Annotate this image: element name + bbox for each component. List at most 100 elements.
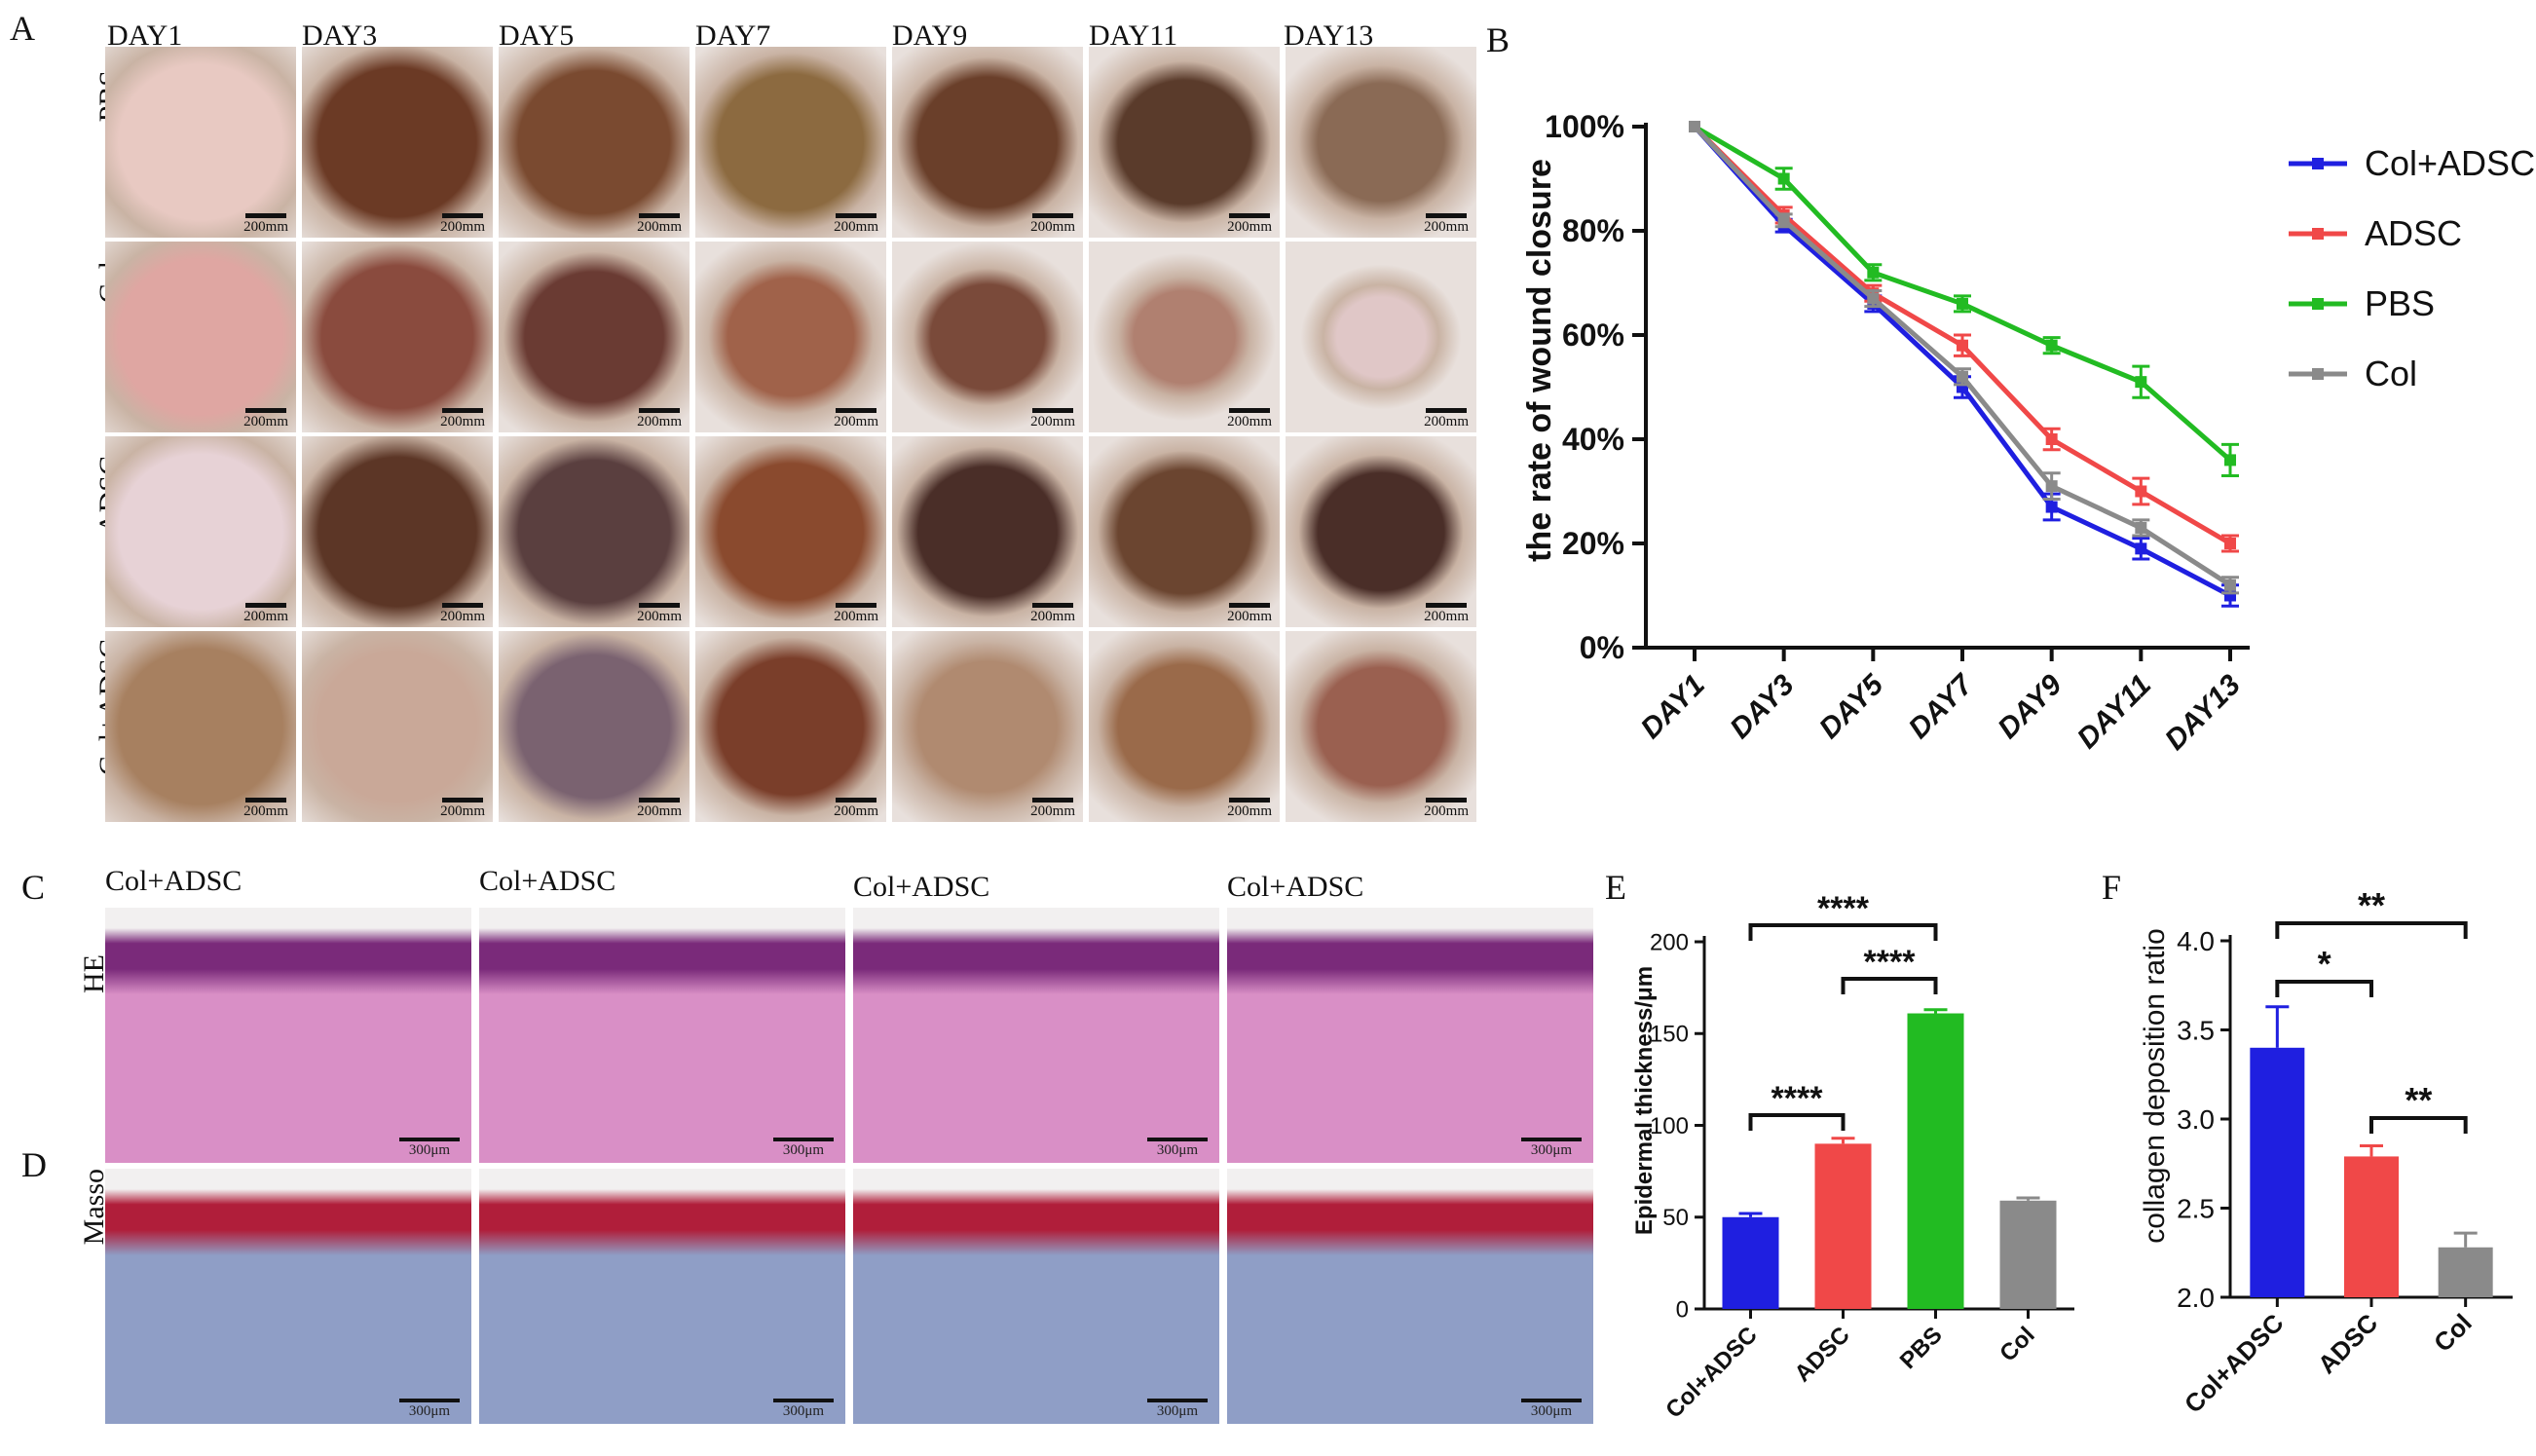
- x-tick-label: DAY1: [1635, 669, 1711, 745]
- he-section: 300μm: [105, 908, 471, 1163]
- significance-bracket: [2369, 1116, 2468, 1134]
- histology-column-label: Col+ADSC: [1227, 871, 1364, 903]
- scale-bar: 200mm: [834, 213, 878, 236]
- histology-grid: Col+ADSC Col+ADSC Col+ADSC Col+ADSC HE M…: [0, 857, 1593, 1441]
- data-point: [2045, 339, 2058, 352]
- wound-photo: 200mm: [499, 242, 690, 432]
- y-tick-label: 0: [1676, 1296, 1689, 1323]
- collagen-deposition-bar-chart: collagen deposition ratio 2.0 2.5 3.0 3.5 4.…: [2139, 885, 2513, 1419]
- bar: [1814, 1143, 1872, 1309]
- wound-photo: 200mm: [1089, 631, 1280, 822]
- scale-bar: 200mm: [834, 603, 878, 625]
- bar: [2344, 1156, 2399, 1297]
- scale-bar: 200mm: [1424, 603, 1469, 625]
- panel-letter-b: B: [1486, 20, 1510, 59]
- wound-photo: 200mm: [892, 631, 1083, 822]
- x-tick-label: Col+ADSC: [1660, 1322, 1762, 1423]
- x-tick-label: DAY13: [2159, 668, 2247, 756]
- wound-closure-line-chart: the rate of wound closure 0% 20% 40% 60% 80%…: [1521, 109, 2535, 757]
- scale-bar: 200mm: [440, 213, 485, 236]
- wound-photo: 200mm: [695, 242, 886, 432]
- panel-letter-c: C: [21, 868, 46, 907]
- day-header: DAY5: [499, 19, 575, 52]
- histology-column-label: Col+ADSC: [479, 865, 616, 897]
- wound-photo: 200mm: [302, 242, 493, 432]
- x-tick-label: Col: [1995, 1322, 2039, 1366]
- y-tick-label: 200: [1650, 929, 1689, 955]
- significance-bracket: [2275, 980, 2373, 997]
- data-point: [2135, 521, 2147, 534]
- data-point: [1777, 214, 1790, 227]
- bar: [2250, 1047, 2305, 1297]
- scale-bar: 300μm: [1147, 1399, 1208, 1420]
- scale-bar: 200mm: [1030, 798, 1075, 820]
- wound-photo: 200mm: [302, 47, 493, 238]
- bar: [1722, 1216, 1779, 1309]
- y-tick-label: 3.5: [2177, 1015, 2215, 1045]
- masson-section: 300μm: [479, 1169, 845, 1424]
- scale-bar: 200mm: [637, 408, 682, 430]
- data-point: [2135, 485, 2147, 498]
- legend-marker: [2312, 158, 2324, 169]
- wound-photo: 200mm: [1286, 47, 1476, 238]
- epidermal-thickness-bar-chart: Epidermal thickness/μm 0 50 100 150 200 Col+A…: [1631, 890, 2074, 1424]
- day-header: DAY7: [695, 19, 771, 52]
- scale-bar: 300μm: [1521, 1399, 1582, 1420]
- y-tick-label: 60%: [1562, 317, 1624, 353]
- significance-stars: ****: [1771, 1080, 1824, 1117]
- y-tick-label: 3.0: [2177, 1104, 2215, 1135]
- data-point: [1957, 339, 1968, 352]
- significance-bracket: [1748, 1113, 1846, 1131]
- scale-bar: 300μm: [399, 1399, 460, 1420]
- wound-photo: 200mm: [695, 47, 886, 238]
- scale-bar: 200mm: [1030, 603, 1075, 625]
- x-tick-label: ADSC: [1790, 1322, 1855, 1387]
- significance-stars: *: [2318, 944, 2331, 984]
- wound-photo: 200mm: [892, 242, 1083, 432]
- x-tick-label: PBS: [1895, 1322, 1948, 1374]
- he-section: 300μm: [479, 908, 845, 1163]
- data-point: [1867, 266, 1880, 279]
- data-point: [2045, 433, 2058, 445]
- histology-column-label: Col+ADSC: [105, 865, 242, 897]
- scale-bar: 200mm: [1227, 798, 1272, 820]
- scale-bar: 200mm: [1030, 213, 1075, 236]
- panel-letter-d: D: [21, 1145, 47, 1184]
- series-line: [1693, 125, 2232, 598]
- scale-bar: 200mm: [243, 798, 288, 820]
- wound-photo: 200mm: [892, 47, 1083, 238]
- y-tick-label: 150: [1650, 1022, 1689, 1048]
- day-header: DAY1: [107, 19, 183, 52]
- y-axis-label: collagen deposition ratio: [2139, 928, 2171, 1244]
- significance-stars: ****: [1817, 890, 1870, 927]
- bar: [1999, 1200, 2057, 1309]
- data-point: [2045, 501, 2058, 513]
- series-line: [1693, 124, 2232, 463]
- scale-bar: 200mm: [243, 213, 288, 236]
- scale-bar: 200mm: [1227, 408, 1272, 430]
- scale-bar: 200mm: [1030, 408, 1075, 430]
- wound-photo: 200mm: [499, 631, 690, 822]
- masson-section: 300μm: [105, 1169, 471, 1424]
- scale-bar: 200mm: [1424, 213, 1469, 236]
- masson-section: 300μm: [853, 1169, 1219, 1424]
- x-tick-label: DAY11: [2071, 669, 2158, 756]
- y-tick-label: 0%: [1580, 630, 1624, 665]
- legend-label: PBS: [2365, 283, 2435, 323]
- data-point: [2224, 538, 2236, 549]
- wound-photo-grid: DAY1 DAY3 DAY5 DAY7 DAY9 DAY11 DAY13 PBS…: [0, 0, 1480, 838]
- data-point: [2224, 579, 2236, 591]
- scale-bar: 200mm: [1227, 603, 1272, 625]
- x-tick-label: DAY7: [1903, 668, 1980, 745]
- significance-bracket: [1841, 977, 1938, 994]
- significance-stars: **: [2358, 885, 2385, 925]
- x-tick-label: ADSC: [2312, 1308, 2383, 1379]
- data-point: [2045, 480, 2058, 493]
- day-header: DAY11: [1089, 19, 1178, 52]
- scale-bar: 200mm: [637, 213, 682, 236]
- wound-photo: 200mm: [302, 631, 493, 822]
- data-point: [1867, 292, 1880, 305]
- wound-photo: 200mm: [105, 47, 296, 238]
- panel-letter-f: F: [2102, 868, 2122, 907]
- data-point: [2135, 542, 2147, 555]
